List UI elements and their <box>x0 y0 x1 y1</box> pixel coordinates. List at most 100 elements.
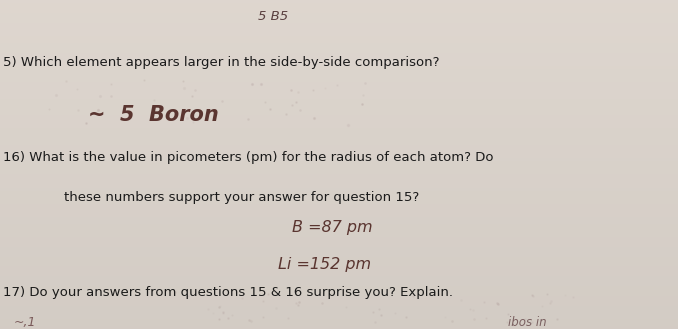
Bar <box>0 102 678 105</box>
Bar <box>0 99 678 102</box>
Bar <box>0 237 678 240</box>
Bar <box>0 95 678 99</box>
Bar <box>0 112 678 115</box>
Bar <box>0 243 678 247</box>
Bar <box>0 227 678 230</box>
Bar <box>0 105 678 109</box>
Bar <box>0 7 678 10</box>
Bar <box>0 46 678 49</box>
Bar <box>0 257 678 260</box>
Bar <box>0 33 678 36</box>
Text: 5) Which element appears larger in the side-by-side comparison?: 5) Which element appears larger in the s… <box>3 56 440 69</box>
Bar <box>0 164 678 168</box>
Bar <box>0 39 678 43</box>
Bar <box>0 30 678 33</box>
Bar <box>0 309 678 313</box>
Text: 16) What is the value in picometers (pm) for the radius of each atom? Do: 16) What is the value in picometers (pm)… <box>3 151 494 164</box>
Bar <box>0 59 678 63</box>
Bar <box>0 293 678 296</box>
Bar <box>0 128 678 132</box>
Bar <box>0 43 678 46</box>
Bar <box>0 290 678 293</box>
Bar <box>0 148 678 151</box>
Bar <box>0 230 678 234</box>
Bar <box>0 319 678 322</box>
Text: 5 B5: 5 B5 <box>258 10 287 23</box>
Bar <box>0 253 678 257</box>
Bar <box>0 220 678 224</box>
Text: Li =152 pm: Li =152 pm <box>278 257 371 272</box>
Bar <box>0 82 678 86</box>
Bar <box>0 115 678 118</box>
Bar <box>0 151 678 155</box>
Bar <box>0 174 678 178</box>
Bar <box>0 168 678 171</box>
Bar <box>0 296 678 299</box>
Text: 17) Do your answers from questions 15 & 16 surprise you? Explain.: 17) Do your answers from questions 15 & … <box>3 286 454 299</box>
Bar <box>0 145 678 148</box>
Bar <box>0 266 678 270</box>
Bar <box>0 135 678 138</box>
Bar <box>0 283 678 286</box>
Bar <box>0 122 678 125</box>
Bar <box>0 155 678 158</box>
Bar <box>0 280 678 283</box>
Bar <box>0 36 678 39</box>
Text: these numbers support your answer for question 15?: these numbers support your answer for qu… <box>64 191 420 204</box>
Bar <box>0 204 678 207</box>
Bar <box>0 303 678 306</box>
Bar <box>0 316 678 319</box>
Bar <box>0 194 678 197</box>
Bar <box>0 76 678 79</box>
Bar <box>0 270 678 273</box>
Bar <box>0 191 678 194</box>
Bar <box>0 240 678 243</box>
Bar <box>0 3 678 7</box>
Bar <box>0 322 678 326</box>
Bar <box>0 161 678 164</box>
Bar <box>0 260 678 263</box>
Bar <box>0 86 678 89</box>
Bar <box>0 286 678 290</box>
Bar <box>0 201 678 204</box>
Bar <box>0 276 678 280</box>
Bar <box>0 197 678 201</box>
Bar <box>0 217 678 220</box>
Bar <box>0 23 678 26</box>
Bar <box>0 16 678 20</box>
Bar <box>0 250 678 253</box>
Bar <box>0 158 678 161</box>
Bar <box>0 224 678 227</box>
Bar <box>0 132 678 135</box>
Bar <box>0 92 678 95</box>
Bar <box>0 53 678 56</box>
Bar <box>0 326 678 329</box>
Bar <box>0 13 678 16</box>
Bar <box>0 273 678 276</box>
Bar <box>0 118 678 122</box>
Bar <box>0 10 678 13</box>
Text: B =87 pm: B =87 pm <box>292 220 372 236</box>
Bar <box>0 56 678 59</box>
Bar <box>0 109 678 112</box>
Bar <box>0 299 678 303</box>
Bar <box>0 247 678 250</box>
Text: ~  5  Boron: ~ 5 Boron <box>88 105 219 125</box>
Bar <box>0 66 678 69</box>
Bar <box>0 234 678 237</box>
Bar <box>0 49 678 53</box>
Bar <box>0 89 678 92</box>
Bar <box>0 63 678 66</box>
Bar <box>0 181 678 184</box>
Bar <box>0 79 678 82</box>
Bar <box>0 313 678 316</box>
Text: ~,1: ~,1 <box>14 316 36 329</box>
Bar <box>0 214 678 217</box>
Bar <box>0 69 678 72</box>
Bar <box>0 171 678 174</box>
Bar <box>0 211 678 214</box>
Bar <box>0 178 678 181</box>
Bar <box>0 0 678 3</box>
Bar <box>0 20 678 23</box>
Bar <box>0 188 678 191</box>
